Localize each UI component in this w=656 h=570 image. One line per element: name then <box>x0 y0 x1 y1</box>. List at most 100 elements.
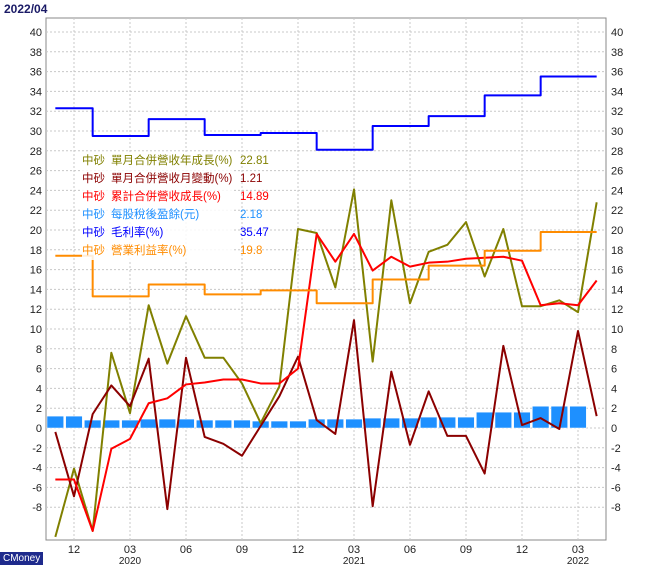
legend-value: 19.8 <box>240 245 263 257</box>
eps-bar <box>233 419 251 429</box>
x-tick-label: 03 <box>572 544 584 556</box>
x-tick-label: 09 <box>236 544 248 556</box>
y-tick-label-left: 16 <box>30 265 42 277</box>
legend-row-gross-margin: 中砂 毛利率(%) 35.47 <box>82 224 269 242</box>
y-tick-label-left: 26 <box>30 166 42 178</box>
legend-row-eps: 中砂 每股稅後盈餘(元) 2.18 <box>82 206 262 224</box>
y-tick-label-right: 14 <box>611 284 623 296</box>
eps-bar <box>438 416 456 429</box>
y-tick-label-right: 18 <box>611 245 623 257</box>
y-tick-label-right: 8 <box>611 344 617 356</box>
legend-name: 單月合併營收月變動(%) <box>111 173 233 185</box>
y-tick-label-left: -6 <box>32 482 42 494</box>
legend-company: 中砂 <box>82 245 105 257</box>
legend-row-operating-margin: 中砂 營業利益率(%) 19.8 <box>82 242 262 260</box>
x-tick-label: 06 <box>404 544 416 556</box>
eps-bar <box>270 420 288 429</box>
y-tick-label-left: 24 <box>30 185 42 197</box>
legend: 中砂 單月合併營收年成長(%) 22.81 中砂 單月合併營收月變動(%) 1.21 中… <box>82 152 269 260</box>
eps-bar <box>345 418 363 429</box>
x-year-label: 2021 <box>343 556 366 565</box>
brand-logo: CMoney <box>0 552 44 565</box>
legend-name: 累計合併營收成長(%) <box>111 191 221 203</box>
legend-name: 毛利率(%) <box>111 227 164 239</box>
y-tick-label-left: 22 <box>30 205 42 217</box>
y-tick-label-left: 40 <box>30 27 42 39</box>
y-tick-label-right: 30 <box>611 126 623 138</box>
eps-bar <box>158 418 176 429</box>
eps-bar <box>569 405 587 429</box>
y-tick-label-left: -4 <box>32 463 42 475</box>
y-tick-label-right: 6 <box>611 364 617 376</box>
legend-name: 營業利益率(%) <box>111 245 187 257</box>
eps-bar <box>476 411 494 429</box>
y-tick-label-left: 4 <box>36 383 42 395</box>
x-tick-label: 06 <box>180 544 192 556</box>
y-tick-label-right: 0 <box>611 423 617 435</box>
series-line-營業利益率(%) <box>55 230 597 305</box>
eps-bar <box>196 419 214 429</box>
y-tick-label-right: 28 <box>611 146 623 158</box>
y-tick-label-right: 20 <box>611 225 623 237</box>
y-tick-label-left: 34 <box>30 86 42 98</box>
y-tick-label-right: 10 <box>611 324 623 336</box>
series-line-毛利率(%) <box>55 75 597 151</box>
y-tick-label-right: -2 <box>611 443 621 455</box>
legend-value: 22.81 <box>240 155 269 167</box>
eps-bar <box>364 417 382 429</box>
y-tick-label-left: 18 <box>30 245 42 257</box>
y-tick-label-right: 36 <box>611 67 623 79</box>
legend-company: 中砂 <box>82 173 105 185</box>
y-tick-label-left: 28 <box>30 146 42 158</box>
y-tick-label-right: -6 <box>611 482 621 494</box>
eps-bar <box>326 418 344 429</box>
legend-company: 中砂 <box>82 227 105 239</box>
legend-name: 單月合併營收年成長(%) <box>111 155 233 167</box>
eps-bar <box>177 418 195 429</box>
y-tick-label-right: 4 <box>611 383 617 395</box>
y-tick-label-left: 36 <box>30 67 42 79</box>
y-tick-label-right: 40 <box>611 27 623 39</box>
legend-value: 14.89 <box>240 191 269 203</box>
eps-bar <box>102 419 120 429</box>
legend-value: 2.18 <box>240 209 263 221</box>
eps-bar <box>46 415 64 429</box>
legend-row-revenue-yoy: 中砂 單月合併營收年成長(%) 22.81 <box>82 152 269 170</box>
y-tick-label-right: 34 <box>611 86 623 98</box>
y-tick-label-left: 10 <box>30 324 42 336</box>
legend-company: 中砂 <box>82 155 105 167</box>
series-line-單月合併營收月變動(%) <box>54 319 598 511</box>
x-tick-label: 03 <box>124 544 136 556</box>
x-tick-label: 03 <box>348 544 360 556</box>
legend-row-cum-revenue: 中砂 累計合併營收成長(%) 14.89 <box>82 188 269 206</box>
y-tick-label-left: 30 <box>30 126 42 138</box>
y-tick-label-right: -8 <box>611 502 621 514</box>
legend-company: 中砂 <box>82 191 105 203</box>
y-tick-label-right: 12 <box>611 304 623 316</box>
x-tick-label: 12 <box>516 544 528 556</box>
legend-value: 35.47 <box>240 227 269 239</box>
y-tick-label-left: 12 <box>30 304 42 316</box>
x-year-label: 2022 <box>567 556 590 565</box>
eps-bar <box>457 416 475 429</box>
y-tick-label-left: 0 <box>36 423 42 435</box>
y-tick-label-right: 26 <box>611 166 623 178</box>
legend-row-revenue-mom: 中砂 單月合併營收月變動(%) 1.21 <box>82 170 262 188</box>
y-tick-label-left: 6 <box>36 364 42 376</box>
series-line-累計合併營收成長(%) <box>55 232 598 532</box>
y-tick-label-right: 2 <box>611 403 617 415</box>
eps-bar <box>214 419 232 429</box>
x-tick-label: 12 <box>68 544 80 556</box>
y-tick-label-left: 38 <box>30 47 42 59</box>
eps-bar <box>494 411 512 429</box>
x-tick-label: 09 <box>460 544 472 556</box>
date-label: 2022/04 <box>4 2 48 16</box>
y-tick-label-right: 24 <box>611 185 623 197</box>
legend-name: 每股稅後盈餘(元) <box>111 209 200 221</box>
y-tick-label-left: 20 <box>30 225 42 237</box>
y-tick-label-left: 14 <box>30 284 42 296</box>
legend-company: 中砂 <box>82 209 105 221</box>
y-tick-label-right: 22 <box>611 205 623 217</box>
